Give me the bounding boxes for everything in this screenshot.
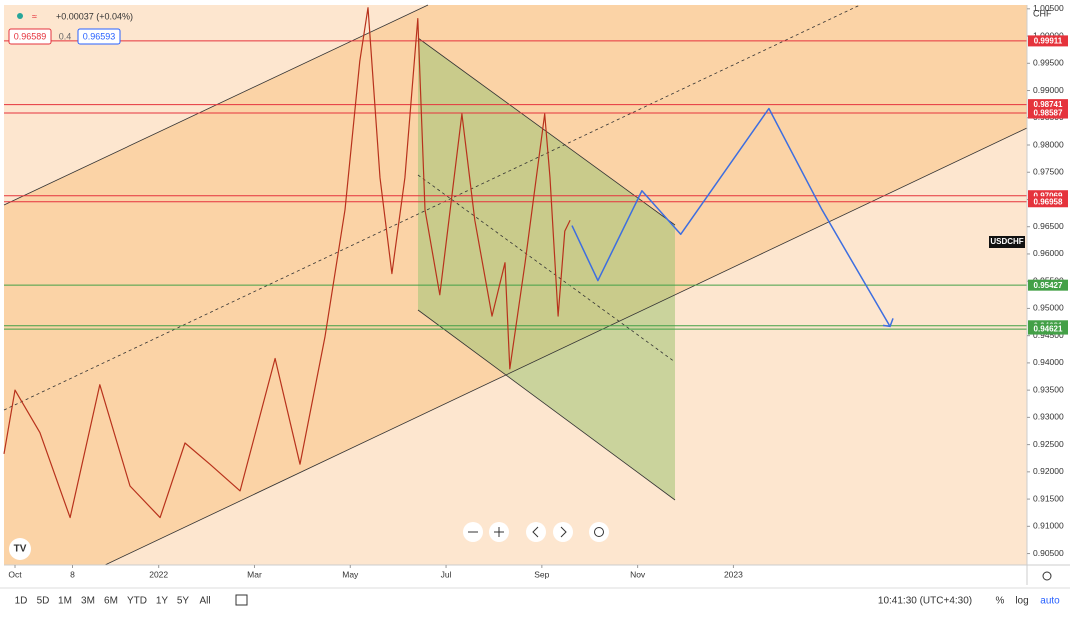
price-line bbox=[571, 107, 891, 327]
y-tick-label: 1.00500 bbox=[1033, 3, 1064, 13]
level-tag bbox=[1028, 190, 1068, 202]
range-button[interactable]: 1M bbox=[58, 596, 72, 607]
icon bbox=[594, 527, 604, 537]
level-tag bbox=[1028, 196, 1068, 208]
bid-box[interactable] bbox=[8, 28, 52, 45]
level-tag bbox=[1028, 35, 1068, 47]
icon bbox=[494, 527, 504, 537]
percent-button[interactable]: % bbox=[996, 596, 1005, 607]
price-line bbox=[3, 7, 571, 519]
scroll-left-button[interactable] bbox=[526, 522, 546, 542]
range-button[interactable]: 1Y bbox=[156, 596, 169, 607]
range-button[interactable]: YTD bbox=[127, 596, 147, 607]
channel-line bbox=[104, 127, 1028, 566]
spread: 0.4 bbox=[59, 31, 72, 41]
y-tick-label: 0.90500 bbox=[1033, 548, 1064, 558]
y-tick-label: 0.95000 bbox=[1033, 303, 1064, 313]
y-tick-label: 0.92000 bbox=[1033, 466, 1064, 476]
range-button[interactable]: All bbox=[199, 596, 210, 607]
y-tick-label: 0.91500 bbox=[1033, 493, 1064, 503]
channel-midline bbox=[417, 174, 676, 363]
reset-button[interactable] bbox=[589, 522, 609, 542]
y-tick-label: 0.97500 bbox=[1033, 166, 1064, 176]
bid-price: 0.96589 bbox=[14, 31, 47, 41]
x-tick-label: 8 bbox=[70, 569, 75, 579]
symbol-tag bbox=[989, 236, 1025, 248]
level-label: 0.97069 bbox=[1034, 191, 1063, 200]
level-tag bbox=[1028, 279, 1068, 291]
range-button[interactable]: 3M bbox=[81, 596, 95, 607]
y-tick-label: 0.99000 bbox=[1033, 85, 1064, 95]
y-tick-label: 0.96000 bbox=[1033, 248, 1064, 258]
level-tag bbox=[1028, 107, 1068, 119]
x-tick-label: 2023 bbox=[724, 569, 743, 579]
logo: TV bbox=[14, 544, 27, 555]
x-tick-label: Oct bbox=[8, 569, 22, 579]
y-tick-label: 1.00000 bbox=[1033, 30, 1064, 40]
price-change: +0.00037 (+0.04%) bbox=[56, 11, 133, 21]
y-tick-label: 0.94500 bbox=[1033, 330, 1064, 340]
y-tick-label: 0.93000 bbox=[1033, 412, 1064, 422]
x-tick-label: Jul bbox=[441, 569, 452, 579]
level-tag bbox=[1028, 323, 1068, 335]
level-label: 0.96958 bbox=[1034, 197, 1063, 206]
clock: 10:41:30 (UTC+4:30) bbox=[878, 596, 972, 607]
log-button[interactable]: log bbox=[1015, 596, 1028, 607]
x-tick-label: Mar bbox=[247, 569, 262, 579]
x-tick-label: Sep bbox=[534, 569, 549, 579]
channel-line bbox=[417, 309, 676, 501]
level-label: 0.94621 bbox=[1034, 325, 1063, 334]
range-button[interactable]: 5Y bbox=[177, 596, 190, 607]
icon bbox=[532, 526, 539, 538]
channel-midline bbox=[3, 4, 861, 411]
y-tick-label: 0.93500 bbox=[1033, 384, 1064, 394]
nav-buttons bbox=[463, 522, 609, 542]
level-label: 0.98741 bbox=[1034, 100, 1063, 109]
x-tick-label: Nov bbox=[630, 569, 646, 579]
level-tag bbox=[1028, 99, 1068, 111]
level-label: 0.98587 bbox=[1034, 109, 1063, 118]
status-icon: ≈ bbox=[32, 11, 37, 21]
y-tick-label: 0.96500 bbox=[1033, 221, 1064, 231]
series bbox=[3, 7, 894, 519]
y-tick-label: 0.98000 bbox=[1033, 139, 1064, 149]
range-button[interactable]: 1D bbox=[15, 596, 28, 607]
date-range-button[interactable] bbox=[235, 594, 248, 606]
range-button[interactable]: 6M bbox=[104, 596, 118, 607]
descending-channel bbox=[418, 38, 675, 500]
level-label: 0.99911 bbox=[1034, 37, 1063, 46]
y-tick-label: 0.94000 bbox=[1033, 357, 1064, 367]
y-tick-label: 0.91000 bbox=[1033, 521, 1064, 531]
settings-button[interactable] bbox=[1042, 571, 1052, 581]
currency-label: CHF bbox=[1033, 8, 1052, 18]
arrow-head bbox=[882, 318, 894, 328]
logo bbox=[9, 538, 31, 560]
range-button[interactable]: 5D bbox=[37, 596, 50, 607]
scroll-right-button[interactable] bbox=[553, 522, 573, 542]
x-tick-label: May bbox=[342, 569, 359, 579]
ask-price: 0.96593 bbox=[83, 31, 116, 41]
ask-box[interactable] bbox=[77, 28, 121, 45]
symbol-label: USDCHF bbox=[990, 237, 1023, 246]
y-tick-label: 0.92500 bbox=[1033, 439, 1064, 449]
x-tick-label: 2022 bbox=[149, 569, 168, 579]
auto-button[interactable]: auto bbox=[1040, 596, 1060, 607]
icon bbox=[560, 526, 567, 538]
level-label: 0.95427 bbox=[1034, 281, 1063, 290]
status-icon bbox=[17, 13, 23, 19]
y-tick-label: 0.99500 bbox=[1033, 58, 1064, 68]
